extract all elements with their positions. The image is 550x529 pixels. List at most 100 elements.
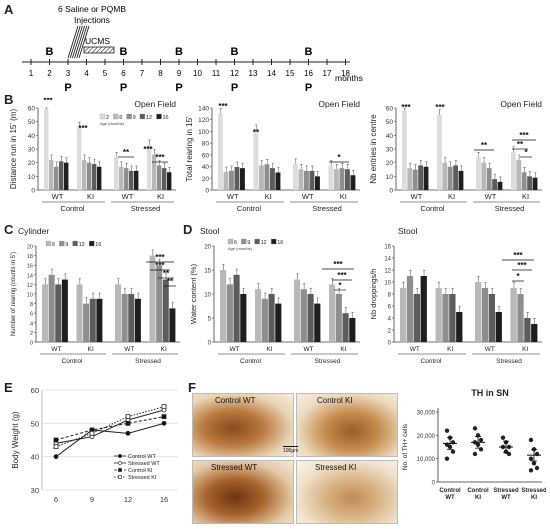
bar (42, 284, 49, 342)
bar (44, 109, 49, 190)
bar (226, 284, 233, 342)
supergroup-label: Stressed (315, 358, 341, 365)
y-tick-label: 8 (30, 302, 33, 308)
bar (334, 169, 339, 190)
bar (294, 279, 301, 342)
timeline-tick-label: 4 (84, 69, 89, 78)
bar (435, 288, 442, 342)
significance-marker: *** (78, 124, 88, 133)
x-tick-label: 9 (90, 495, 94, 504)
legend-label: Control WT (128, 454, 156, 460)
significance-marker: ** (167, 277, 174, 286)
data-point (528, 468, 534, 473)
bar (402, 110, 407, 190)
group-label: WT (124, 346, 134, 353)
pathology-mark: P (231, 82, 238, 92)
significance-marker: *** (143, 145, 153, 154)
legend-swatch (227, 238, 234, 245)
bar (345, 169, 350, 190)
bar (82, 159, 87, 190)
bar (162, 168, 167, 190)
supergroup-label: Control (421, 358, 443, 365)
pathology-mark: P (175, 82, 182, 92)
chart-total-rearing: 0 20 40 60 80 100 120 140 Total rearing in 15' Op… (185, 99, 360, 213)
bar (407, 168, 413, 190)
bar (77, 127, 82, 190)
data-point (478, 437, 484, 443)
injection-arrow (71, 25, 83, 59)
data-point (472, 426, 478, 431)
behavior-mark: B (305, 46, 313, 58)
bar (510, 288, 517, 342)
y-tick-label: 2 (30, 331, 33, 337)
timeline-tick-label: 17 (323, 69, 332, 78)
significance-marker: ** (123, 148, 130, 157)
injection-arrow (76, 25, 88, 59)
months-label: months (335, 73, 363, 83)
photo-label-control-wt: Control WT (215, 396, 256, 405)
group-label: KI (157, 192, 164, 201)
bar (521, 172, 527, 190)
bar (253, 129, 259, 190)
chart-entries-centre: 0 10 20 30 40 50 60 Nb entries in centre Open Fi… (369, 99, 542, 213)
bar (349, 318, 356, 342)
bar (420, 276, 427, 342)
data-point (161, 414, 167, 420)
category-label-line2: WT (501, 495, 511, 501)
legend-label: 16 (277, 240, 283, 246)
bar (49, 159, 54, 190)
legend-label: 2 (106, 115, 109, 121)
data-point (528, 456, 534, 461)
significance-marker: ** (481, 141, 488, 150)
significance-marker: *** (337, 271, 347, 280)
injection-arrow (74, 25, 86, 59)
bar (309, 170, 315, 190)
data-point (500, 435, 506, 440)
bar (83, 303, 90, 342)
photo-stressed-ki: Stressed KI (296, 460, 398, 524)
bar (497, 181, 503, 190)
legend-swatch (99, 113, 106, 120)
bar (342, 313, 349, 342)
y-tick-label: 50 (28, 119, 36, 126)
pathology-mark: P (64, 82, 71, 92)
bar (92, 164, 97, 190)
y-tick-label: 0 (388, 341, 392, 347)
supergroup-label: Stressed (312, 204, 342, 213)
y-tick-label: 2 (388, 329, 392, 335)
y-tick-label: 0 (208, 341, 212, 347)
group-label: WT (410, 346, 420, 353)
bar (315, 176, 320, 190)
legend-swatch (59, 240, 65, 247)
ucms-bar (83, 46, 115, 54)
y-tick-label: 60 (386, 106, 394, 113)
timeline-tick-label: 11 (212, 69, 221, 78)
group-label: WT (122, 192, 134, 201)
y-axis-label: No. of TH+ cells (402, 423, 409, 470)
y-tick-label: 120 (198, 117, 209, 124)
y-tick-label: 4 (30, 321, 33, 327)
category-label-line2: WT (445, 495, 455, 501)
supergroup-label: Control (420, 204, 445, 213)
legend-swatch (156, 113, 162, 120)
legend-label: Stressed WT (128, 461, 160, 467)
bar (169, 308, 176, 342)
injection-arrow (69, 25, 81, 59)
category-label-line1: Stressed (493, 488, 519, 494)
y-tick-label: 12 (27, 283, 33, 289)
group-label: WT (302, 192, 314, 201)
group-label: KI (447, 346, 453, 353)
bar (240, 168, 245, 190)
bar (229, 170, 234, 190)
y-tick-label: 50 (386, 119, 394, 126)
bar (61, 279, 68, 342)
timeline-tick-label: 7 (140, 69, 145, 78)
data-point (444, 456, 450, 461)
bar (517, 294, 524, 342)
panel-letter-f: F (188, 380, 196, 395)
bar (119, 166, 124, 190)
group-label: KI (266, 346, 272, 353)
legend-marker (118, 475, 122, 479)
supergroup-label: Stressed (495, 204, 525, 213)
